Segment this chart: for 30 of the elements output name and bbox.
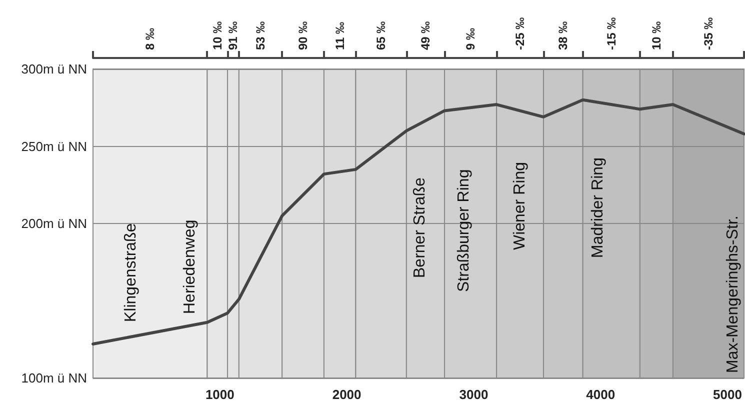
band-label: -15 ‰ xyxy=(604,17,618,50)
x-tick-label: 2000 xyxy=(332,387,362,402)
y-tick-label: 300m ü NN xyxy=(21,62,87,76)
band-label: -35 ‰ xyxy=(701,17,716,50)
band-label: 38 ‰ xyxy=(556,21,570,50)
band-label: 10 ‰ xyxy=(649,21,664,50)
band-label: 91 ‰ xyxy=(226,21,240,50)
annotation: Klingenstraße xyxy=(122,223,140,322)
annotation: Straßburger Ring xyxy=(456,169,472,292)
x-tick-label: 3000 xyxy=(459,387,488,402)
band-label: 65 ‰ xyxy=(374,21,388,50)
band-label: 90 ‰ xyxy=(296,21,310,50)
annotation: Wiener Ring xyxy=(512,162,528,250)
annotation: Berner Straße xyxy=(412,177,428,278)
band-label: 11 ‰ xyxy=(332,22,347,50)
band-label: 8 ‰ xyxy=(143,28,158,50)
band-label: 49 ‰ xyxy=(418,21,432,50)
annotation: Heriedenweg xyxy=(182,220,198,314)
x-tick-label: 1000 xyxy=(205,387,234,402)
y-tick-label: 250m ü NN xyxy=(21,138,87,154)
band-label: 10 ‰ xyxy=(210,21,224,50)
band-label: 9 ‰ xyxy=(464,28,478,50)
y-tick-label: 100m ü NN xyxy=(21,370,87,386)
annotation: Madrider Ring xyxy=(590,158,606,258)
x-tick-label: 4000 xyxy=(586,387,616,402)
x-tick-label: 5000 xyxy=(713,387,742,402)
band-label: -25 ‰ xyxy=(513,17,528,50)
y-tick-label: 200m ü NN xyxy=(21,216,87,231)
band-label: 53 ‰ xyxy=(254,21,268,50)
annotation: Max-Mengeringhs-Str. xyxy=(724,216,742,373)
